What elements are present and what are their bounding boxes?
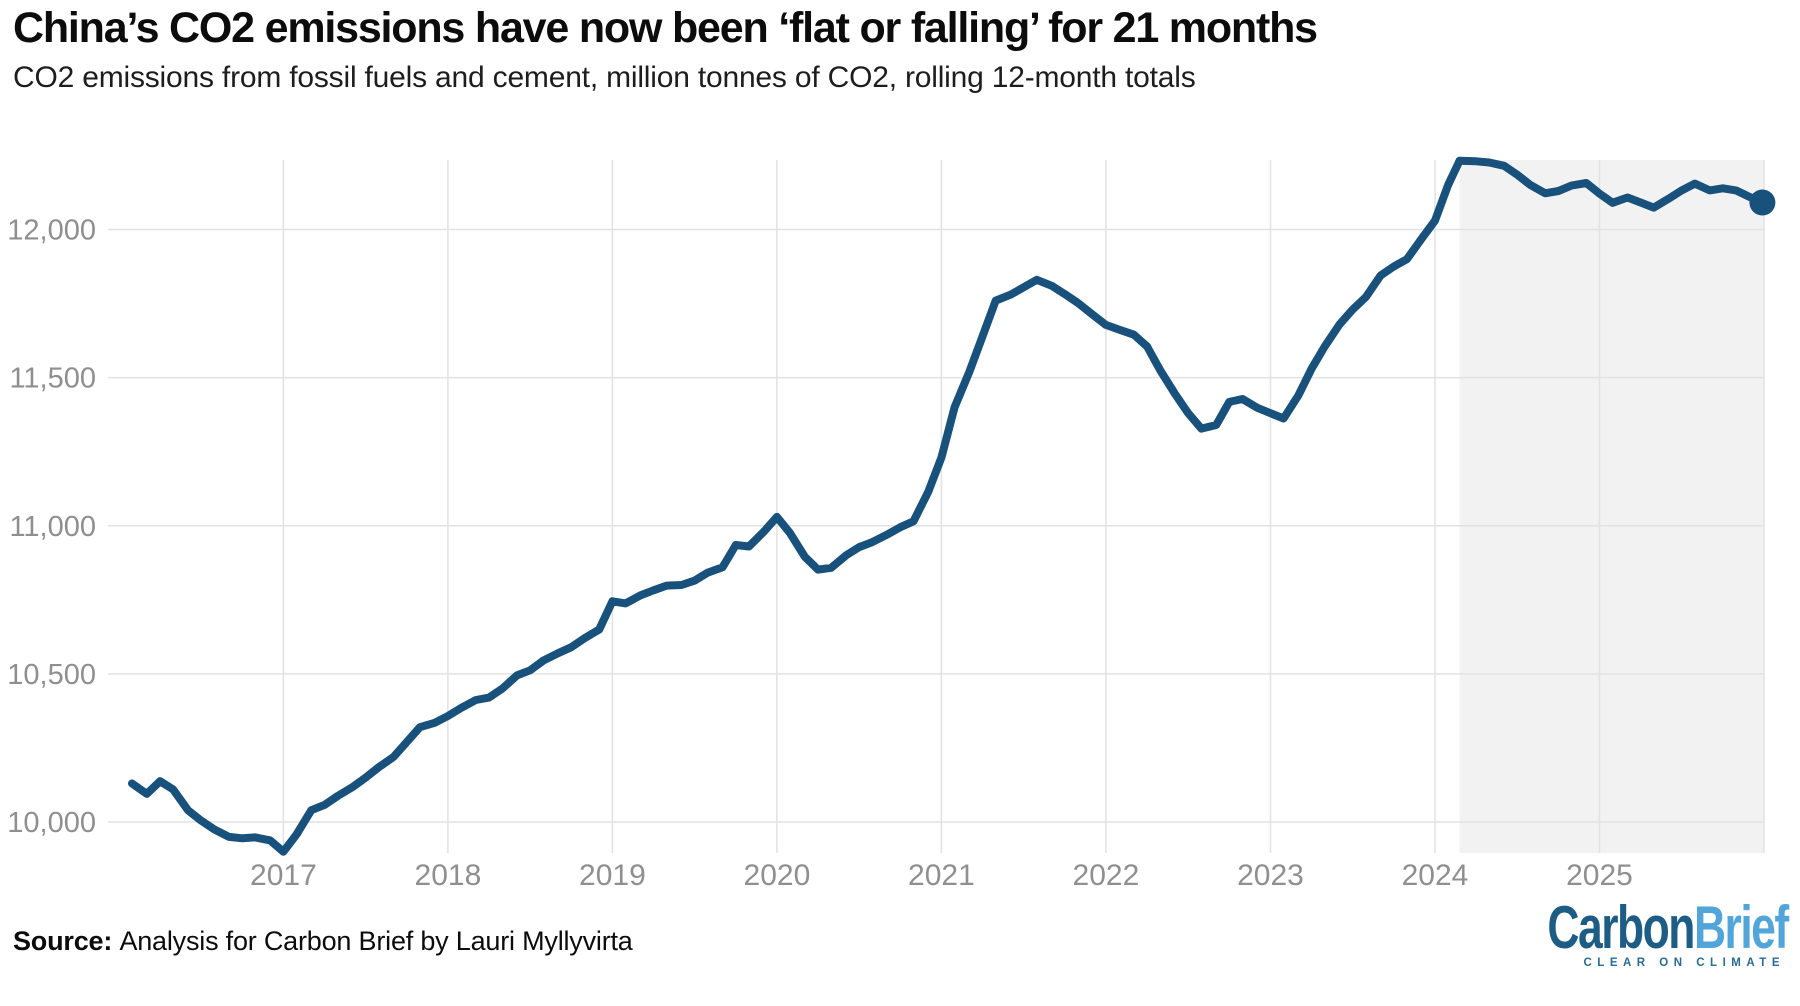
x-tick-label: 2020 — [744, 859, 811, 892]
x-tick-label: 2025 — [1566, 859, 1633, 892]
x-tick-label: 2024 — [1402, 859, 1469, 892]
chart-subtitle: CO2 emissions from fossil fuels and ceme… — [13, 61, 1196, 94]
source-line: Source: Analysis for Carbon Brief by Lau… — [13, 926, 633, 957]
logo-tagline: CLEAR ON CLIMATE — [1583, 957, 1785, 969]
source-text: Analysis for Carbon Brief by Lauri Mylly… — [119, 926, 633, 956]
latest-point-dot — [1749, 189, 1776, 216]
x-tick-label: 2023 — [1237, 859, 1304, 892]
x-tick-label: 2022 — [1073, 859, 1140, 892]
chart-title: China’s CO2 emissions have now been ‘fla… — [13, 4, 1318, 52]
x-tick-label: 2017 — [250, 859, 317, 892]
y-tick-label: 11,000 — [9, 511, 96, 543]
y-tick-label: 10,500 — [7, 659, 96, 691]
y-tick-label: 10,000 — [7, 807, 96, 839]
logo-brief: Brief — [1694, 894, 1789, 961]
y-tick-label: 11,500 — [9, 363, 96, 395]
x-tick-label: 2021 — [908, 859, 975, 892]
flat-period-band — [1459, 160, 1764, 853]
logo-wordmark: CarbonBrief — [1548, 898, 1790, 958]
carbonbrief-logo: CarbonBrief CLEAR ON CLIMATE — [1463, 898, 1790, 970]
source-label: Source: — [13, 926, 113, 956]
logo-carbon: Carbon — [1547, 894, 1696, 961]
y-tick-label: 12,000 — [7, 215, 96, 247]
x-tick-label: 2018 — [415, 859, 482, 892]
x-tick-label: 2019 — [579, 859, 646, 892]
emissions-line — [128, 156, 1767, 856]
